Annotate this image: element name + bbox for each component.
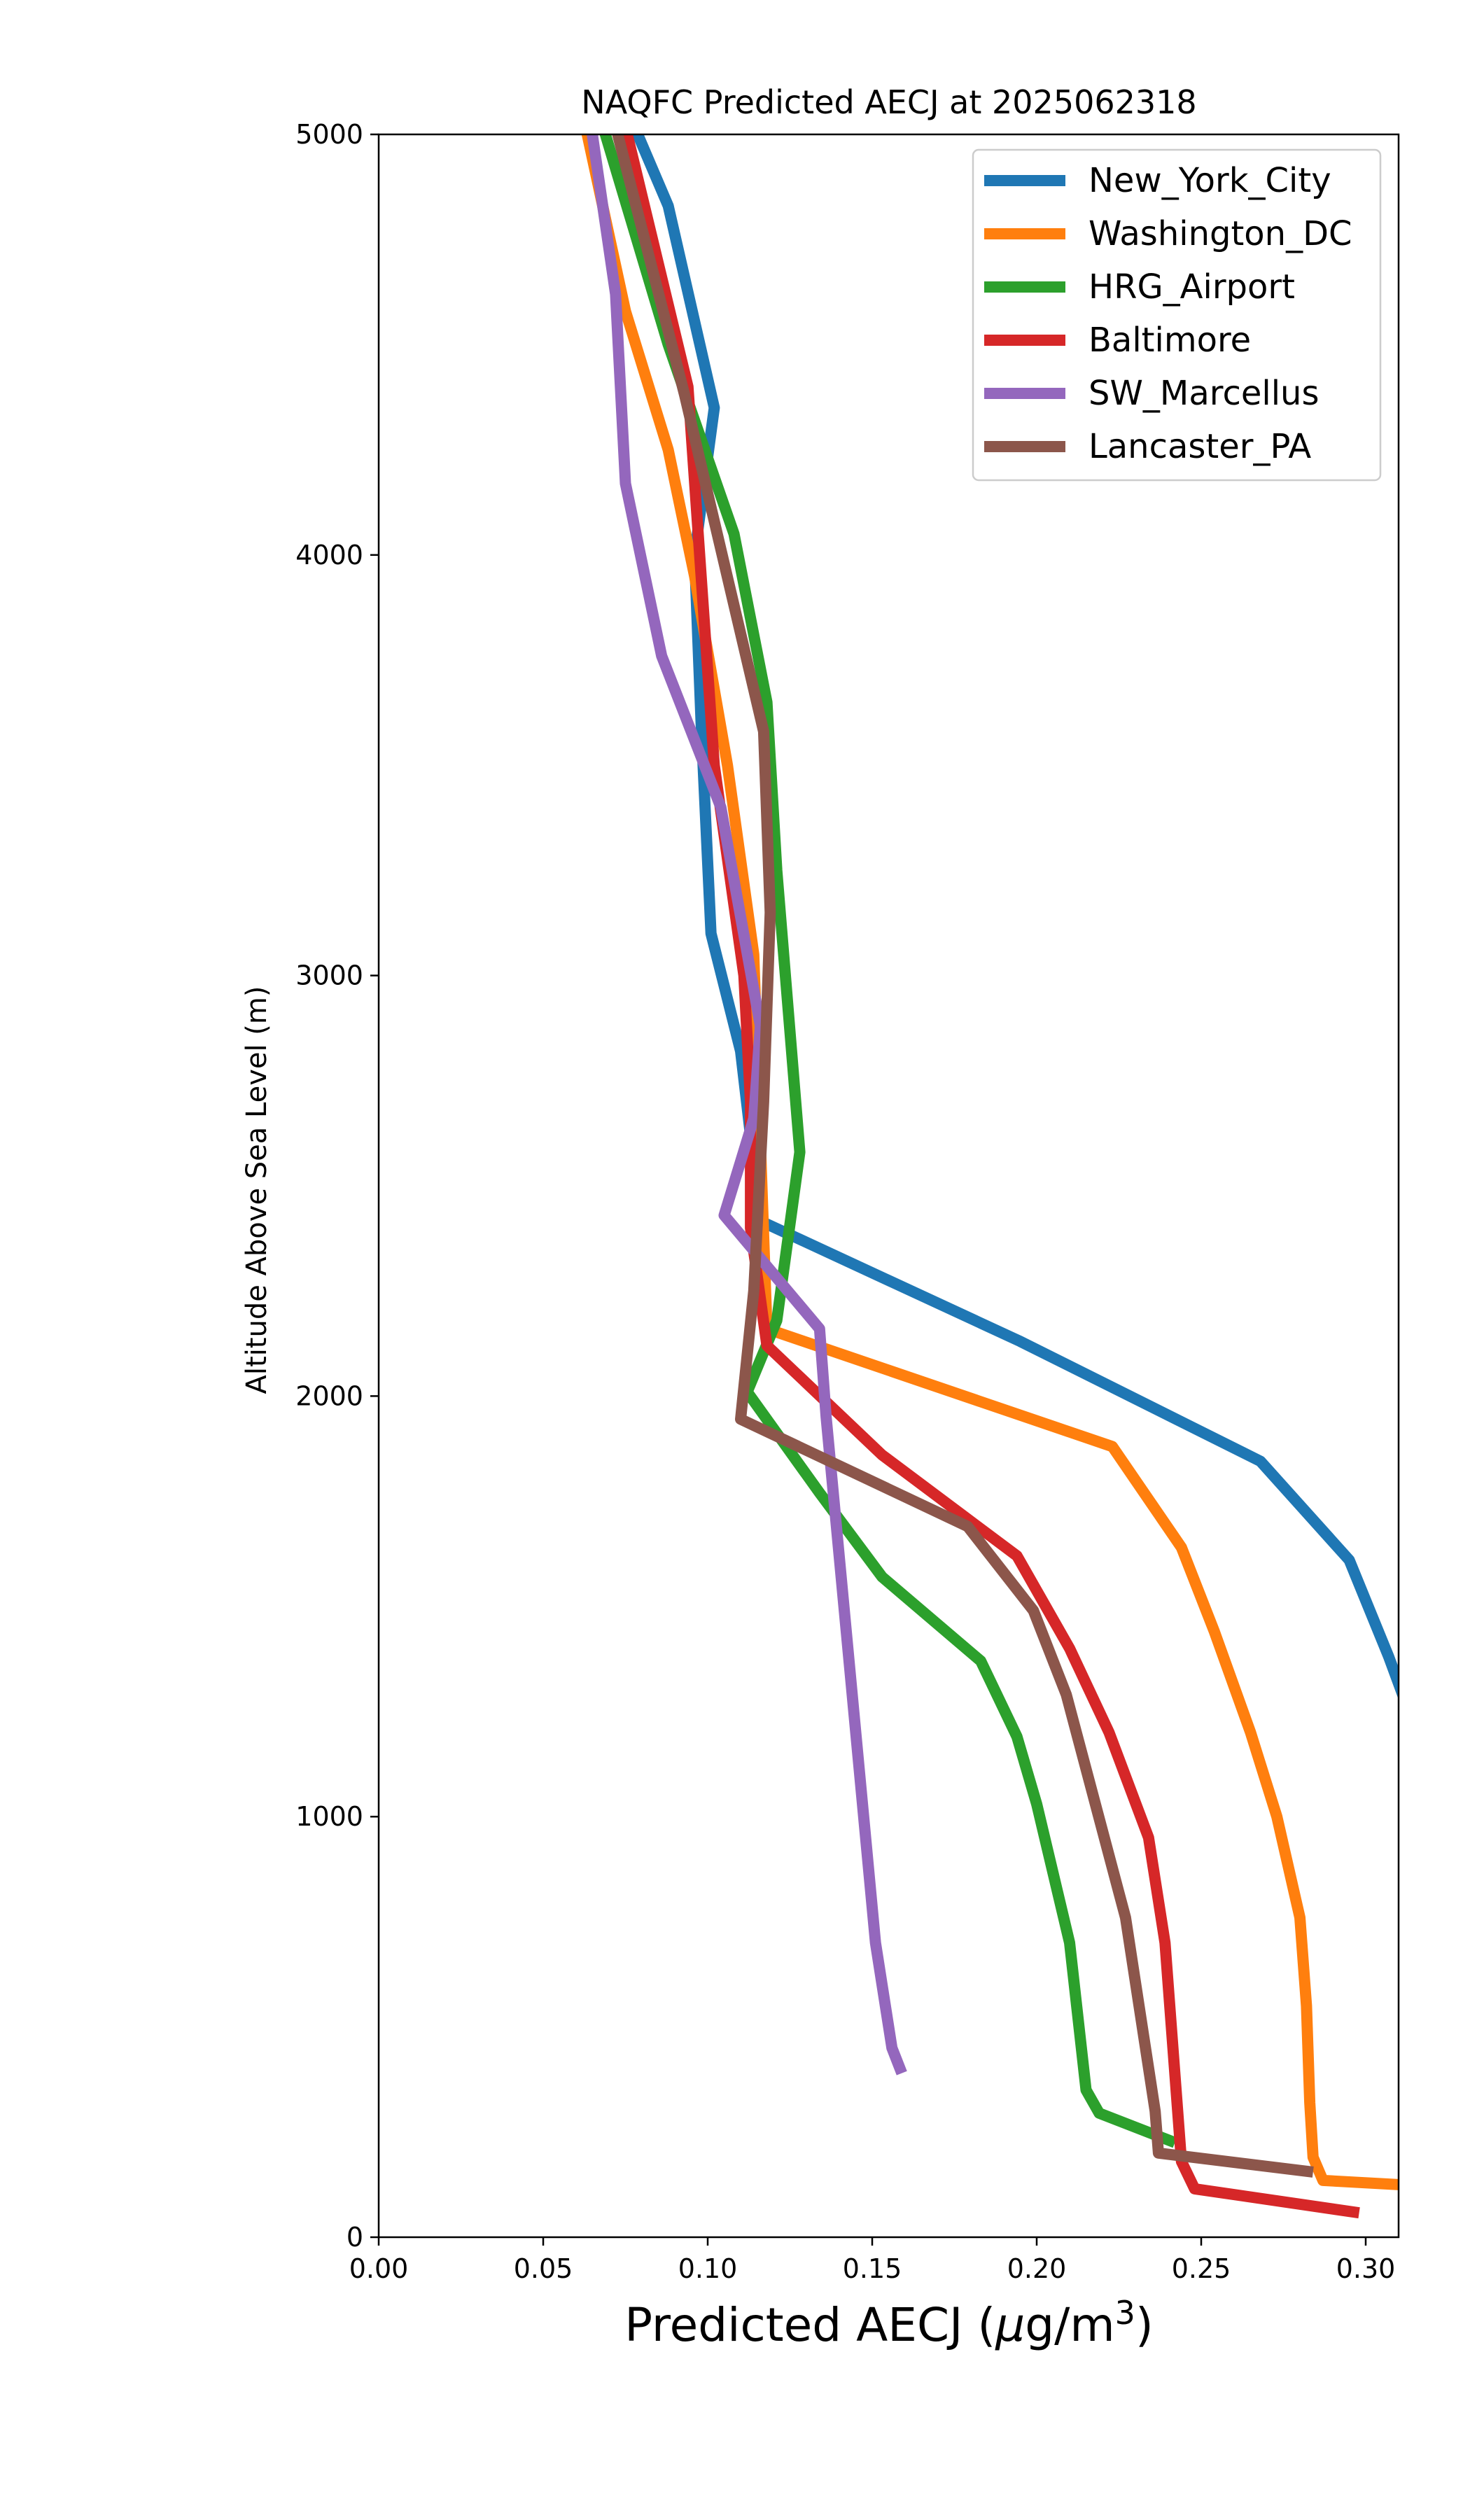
y-tick-label: 5000: [295, 119, 363, 150]
y-tick-label: 1000: [295, 1801, 363, 1832]
y-axis-ticks: 0 1000 2000 3000 4000 5000: [295, 119, 379, 2253]
series-line-hrg-airport: [599, 134, 1177, 2148]
series-line-washington-dc: [581, 134, 1399, 2190]
x-tick-label: 0.15: [843, 2253, 902, 2284]
x-tick-label: 0.25: [1172, 2253, 1231, 2284]
legend: New_York_City Washington_DC HRG_Airport Bal…: [972, 148, 1382, 482]
plot-frame: [377, 133, 1400, 2239]
y-tick-label: 4000: [295, 540, 363, 570]
series-lines: [581, 134, 1399, 2219]
x-tick-label: 0.00: [349, 2253, 409, 2284]
series-line-lancaster-pa: [612, 134, 1314, 2178]
legend-label: Washington_DC: [1088, 214, 1352, 253]
y-tick-label: 3000: [295, 960, 363, 991]
x-tick-label: 0.30: [1336, 2253, 1396, 2284]
y-tick-label: 2000: [295, 1380, 363, 1411]
legend-label: SW_Marcellus: [1088, 374, 1319, 413]
legend-label: New_York_City: [1088, 161, 1331, 200]
x-axis-label: Predicted AECJ (μg/m3): [624, 2294, 1153, 2352]
legend-frame: [972, 148, 1382, 482]
y-tick-label: 0: [346, 2222, 363, 2253]
legend-label: Baltimore: [1088, 321, 1251, 360]
y-axis-label: Altitude Above Sea Level (m): [241, 986, 273, 1394]
legend-label: HRG_Airport: [1088, 267, 1295, 307]
legend-label: Lancaster_PA: [1088, 427, 1311, 466]
chart-title: NAQFC Predicted AECJ at 2025062318: [581, 83, 1196, 121]
x-tick-label: 0.10: [678, 2253, 738, 2284]
x-axis-ticks: 0.00 0.05 0.10 0.15 0.20 0.25 0.30: [349, 2237, 1396, 2284]
x-tick-label: 0.05: [514, 2253, 573, 2284]
x-tick-label: 0.20: [1007, 2253, 1067, 2284]
series-line-sw-marcellus: [587, 134, 907, 2076]
